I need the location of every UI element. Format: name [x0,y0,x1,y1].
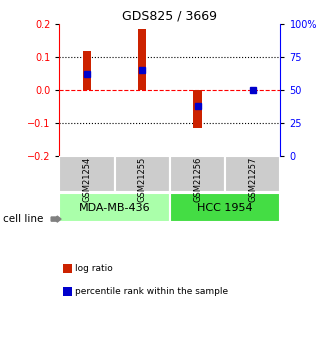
Bar [193,90,202,128]
Text: GSM21255: GSM21255 [138,157,147,202]
Bar [170,156,225,193]
Text: log ratio: log ratio [75,264,113,273]
Bar [170,193,280,222]
Text: HCC 1954: HCC 1954 [197,203,253,213]
Text: GSM21256: GSM21256 [193,157,202,202]
Text: cell line: cell line [3,214,44,224]
Bar [138,29,147,90]
Text: MDA-MB-436: MDA-MB-436 [79,203,150,213]
Bar [59,156,115,193]
Title: GDS825 / 3669: GDS825 / 3669 [122,10,217,23]
Text: GSM21257: GSM21257 [248,157,257,202]
Text: percentile rank within the sample: percentile rank within the sample [75,287,228,296]
Bar [225,156,280,193]
Bar [115,156,170,193]
Text: GSM21254: GSM21254 [82,157,91,202]
Bar [83,50,91,90]
Bar [59,193,170,222]
